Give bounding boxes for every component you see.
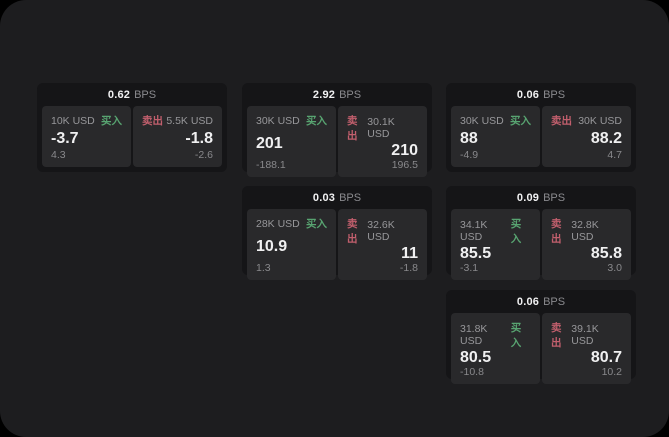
buy-price: -3.7 [51, 129, 79, 147]
bps-unit: BPS [543, 88, 566, 101]
buy-price: 10.9 [256, 237, 288, 255]
buy-quote-panel[interactable]: 28K USD 买入 10.9 1.3 [247, 209, 336, 280]
buy-size-label: 28K USD [256, 217, 300, 230]
sell-size-label: 5.5K USD [166, 114, 213, 127]
bps-value: 0.03 [312, 191, 336, 204]
sell-change: 10.2 [601, 366, 622, 378]
sell-size-label: 32.8K USD [571, 219, 599, 243]
bps-unit: BPS [543, 191, 566, 204]
bps-unit: BPS [134, 88, 157, 101]
bps-header: 0.06 BPS [446, 290, 636, 313]
sell-quote-panel[interactable]: 卖出 30K USD 88.2 4.7 [542, 106, 631, 167]
sell-price: 85.8 [590, 245, 622, 262]
sell-price: 88.2 [590, 129, 622, 147]
buy-size-label: 30K USD [460, 114, 504, 127]
bps-header: 0.62 BPS [37, 83, 227, 106]
sell-price: 11 [401, 245, 418, 262]
buy-change: -188.1 [256, 159, 286, 171]
buy-size-label: 34.1K USD [460, 219, 488, 243]
buy-price: 80.5 [460, 349, 492, 366]
quote-card-2: 2.92 BPS 30K USD 买入 201 -188.1 卖出 30.1K … [242, 83, 432, 177]
buy-size-label: 30K USD [256, 114, 300, 127]
buy-quote-panel[interactable]: 30K USD 买入 201 -188.1 [247, 106, 336, 177]
quote-body: 34.1K USD 买入 85.5 -3.1 卖出 32.8K USD 85.8… [446, 209, 636, 285]
buy-change: 4.3 [51, 149, 66, 161]
sell-tag: 卖出 [347, 115, 358, 142]
buy-size-label: 10K USD [51, 114, 95, 127]
buy-quote-panel[interactable]: 34.1K USD 买入 85.5 -3.1 [451, 209, 540, 280]
sell-size-label: 30K USD [578, 114, 622, 127]
sell-tag: 卖出 [347, 218, 358, 245]
sell-change: 3.0 [607, 262, 622, 274]
bps-unit: BPS [543, 295, 566, 308]
quote-body: 28K USD 买入 10.9 1.3 卖出 32.6K USD 11 -1.8 [242, 209, 432, 285]
buy-change: -4.9 [460, 149, 479, 161]
sell-change: -1.8 [399, 262, 418, 274]
sell-tag: 卖出 [551, 322, 562, 349]
sell-quote-panel[interactable]: 卖出 5.5K USD -1.8 -2.6 [133, 106, 222, 167]
quote-card-3: 0.06 BPS 30K USD 买入 88 -4.9 卖出 30K USD [446, 83, 636, 172]
bps-header: 0.03 BPS [242, 186, 432, 209]
bps-value: 0.62 [107, 88, 131, 101]
sell-quote-panel[interactable]: 卖出 39.1K USD 80.7 10.2 [542, 313, 631, 384]
buy-change: 1.3 [256, 262, 271, 274]
sell-quote-panel[interactable]: 卖出 32.6K USD 11 -1.8 [338, 209, 427, 280]
quote-body: 30K USD 买入 88 -4.9 卖出 30K USD 88.2 4.7 [446, 106, 636, 172]
quote-card-4: 0.03 BPS 28K USD 买入 10.9 1.3 卖出 32.6K US… [242, 186, 432, 280]
buy-price: 88 [460, 129, 478, 147]
bps-value: 0.06 [516, 295, 540, 308]
sell-price: -1.8 [185, 129, 213, 147]
buy-tag: 买入 [306, 218, 327, 230]
quote-body: 30K USD 买入 201 -188.1 卖出 30.1K USD 210 1… [242, 106, 432, 182]
buy-tag: 买入 [306, 115, 327, 127]
buy-quote-panel[interactable]: 31.8K USD 买入 80.5 -10.8 [451, 313, 540, 384]
sell-size-label: 32.6K USD [367, 219, 395, 243]
bps-header: 0.06 BPS [446, 83, 636, 106]
sell-quote-panel[interactable]: 卖出 30.1K USD 210 196.5 [338, 106, 427, 177]
buy-change: -10.8 [460, 366, 484, 378]
buy-price: 201 [256, 134, 283, 152]
buy-quote-panel[interactable]: 30K USD 买入 88 -4.9 [451, 106, 540, 167]
bps-unit: BPS [339, 191, 362, 204]
buy-tag: 买入 [101, 115, 122, 127]
quote-body: 31.8K USD 买入 80.5 -10.8 卖出 39.1K USD 80.… [446, 313, 636, 389]
bps-header: 2.92 BPS [242, 83, 432, 106]
quote-body: 10K USD 买入 -3.7 4.3 卖出 5.5K USD -1.8 -2.… [37, 106, 227, 172]
buy-tag: 买入 [510, 218, 522, 245]
buy-tag: 买入 [510, 115, 531, 127]
buy-price: 85.5 [460, 245, 492, 262]
sell-tag: 卖出 [551, 115, 572, 127]
sell-change: -2.6 [194, 149, 213, 161]
buy-tag: 买入 [510, 322, 522, 349]
quote-card-1: 0.62 BPS 10K USD 买入 -3.7 4.3 卖出 5.5K USD [37, 83, 227, 172]
buy-quote-panel[interactable]: 10K USD 买入 -3.7 4.3 [42, 106, 131, 167]
sell-quote-panel[interactable]: 卖出 32.8K USD 85.8 3.0 [542, 209, 631, 280]
sell-change: 196.5 [391, 159, 418, 171]
sell-price: 210 [391, 142, 418, 159]
sell-size-label: 30.1K USD [367, 116, 395, 140]
buy-size-label: 31.8K USD [460, 323, 488, 347]
sell-tag: 卖出 [142, 115, 163, 127]
buy-change: -3.1 [460, 262, 479, 274]
quote-card-6: 0.06 BPS 31.8K USD 买入 80.5 -10.8 卖出 39.1… [446, 290, 636, 384]
bps-value: 0.06 [516, 88, 540, 101]
bps-value: 2.92 [312, 88, 336, 101]
sell-size-label: 39.1K USD [571, 323, 599, 347]
sell-tag: 卖出 [551, 218, 562, 245]
bps-unit: BPS [339, 88, 362, 101]
quote-card-5: 0.09 BPS 34.1K USD 买入 85.5 -3.1 卖出 32.8K… [446, 186, 636, 280]
sell-price: 80.7 [590, 349, 622, 366]
bps-value: 0.09 [516, 191, 540, 204]
sell-change: 4.7 [607, 149, 622, 161]
bps-header: 0.09 BPS [446, 186, 636, 209]
